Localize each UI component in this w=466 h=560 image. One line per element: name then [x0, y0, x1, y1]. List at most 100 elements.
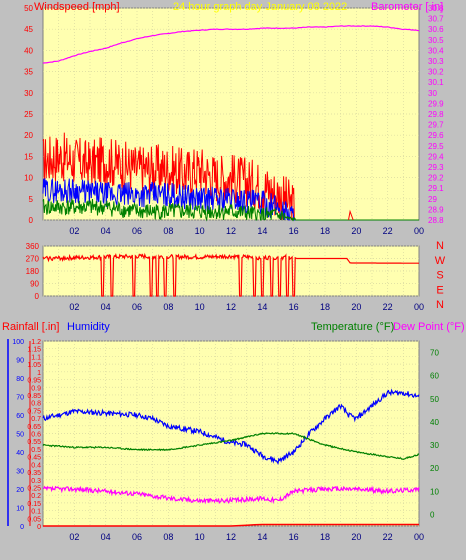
barometer-line: [42, 25, 419, 64]
p3-x-tick-08: 08: [163, 532, 173, 542]
p2-x-tick-04: 04: [101, 302, 111, 312]
barometer-tick-29.9: 29.9: [428, 99, 444, 108]
windspeed-tick-35: 35: [24, 68, 33, 77]
p2-x-tick-06: 06: [132, 302, 142, 312]
barometer-tick-30.1: 30.1: [428, 78, 444, 87]
temperature-tick-50: 50: [430, 395, 439, 404]
humidity-tick-100: 100: [12, 339, 24, 346]
windspeed-tick-15: 15: [24, 152, 33, 161]
humidity-tick-60: 60: [16, 413, 24, 420]
rainfall-tick-0.1: 0.1: [31, 509, 41, 516]
humidity-tick-10: 10: [16, 506, 24, 513]
windspeed-tick-30: 30: [24, 89, 33, 98]
rainfall-tick-1.15: 1.15: [27, 347, 41, 354]
dewpoint-axis-label: Dew Point (°F): [393, 321, 465, 333]
humidity-tick-90: 90: [16, 358, 24, 365]
compass-e-label: E: [436, 284, 443, 296]
humidity-tick-70: 70: [16, 395, 24, 402]
p3-x-tick-12: 12: [226, 532, 236, 542]
temperature-line: [42, 432, 420, 461]
rainfall-tick-1.2: 1.2: [31, 339, 41, 346]
p3-x-tick-00: 00: [414, 532, 424, 542]
humidity-tick-20: 20: [16, 487, 24, 494]
p2-x-tick-16: 16: [289, 302, 299, 312]
barometer-tick-29.7: 29.7: [428, 121, 444, 130]
rainfall-line: [43, 523, 419, 527]
direction-tick-270: 270: [26, 255, 40, 264]
rainfall-tick-0.35: 0.35: [27, 470, 41, 477]
p1-x-tick-10: 10: [195, 226, 205, 236]
p1-x-tick-00: 00: [414, 226, 424, 236]
p2-x-tick-00: 00: [414, 302, 424, 312]
rainfall-tick-0.75: 0.75: [27, 408, 41, 415]
p3-x-tick-22: 22: [383, 532, 393, 542]
p2-x-tick-14: 14: [257, 302, 267, 312]
compass-n-label: N: [436, 240, 444, 252]
rainfall-tick-0.2: 0.2: [31, 493, 41, 500]
rainfall-tick-0: 0: [37, 524, 41, 531]
p3-x-tick-06: 06: [132, 532, 142, 542]
temperature-tick-40: 40: [430, 418, 439, 427]
compass-s-label: S: [436, 270, 443, 282]
barometer-tick-28.9: 28.9: [428, 205, 444, 214]
rainfall-tick-0.55: 0.55: [27, 439, 41, 446]
rainfall-tick-0.25: 0.25: [27, 485, 41, 492]
rainfall-tick-0.95: 0.95: [27, 378, 41, 385]
p2-x-tick-02: 02: [69, 302, 79, 312]
p2-x-tick-12: 12: [226, 302, 236, 312]
rainfall-tick-0.15: 0.15: [27, 501, 41, 508]
rainfall-tick-0.8: 0.8: [31, 401, 41, 408]
windspeed-tick-50: 50: [24, 4, 33, 13]
temperature-tick-70: 70: [430, 349, 439, 358]
wind-gust-blip: [348, 209, 354, 221]
direction-tick-180: 180: [26, 267, 40, 276]
rainfall-tick-0.05: 0.05: [27, 516, 41, 523]
humidity-tick-40: 40: [16, 450, 24, 457]
p1-x-tick-14: 14: [257, 226, 267, 236]
p3-x-tick-18: 18: [320, 532, 330, 542]
barometer-tick-30.2: 30.2: [428, 68, 444, 77]
temperature-tick-0: 0: [430, 510, 435, 519]
windspeed-tick-10: 10: [24, 174, 33, 183]
rainfall-tick-1.05: 1.05: [27, 362, 41, 369]
barometer-tick-29.3: 29.3: [428, 163, 444, 172]
wind-barometer-panel: 0 5 10 15 20 25 30 35 40 45 50 28.8 28.929 29.129.2 2…: [24, 1, 444, 236]
windspeed-tick-25: 25: [24, 110, 33, 119]
rainfall-tick-0.65: 0.65: [27, 424, 41, 431]
barometer-tick-29: 29: [428, 195, 437, 204]
rainfall-tick-0.85: 0.85: [27, 393, 41, 400]
temperature-tick-60: 60: [430, 372, 439, 381]
barometer-tick-29.5: 29.5: [428, 142, 444, 151]
barometer-tick-30.7: 30.7: [428, 15, 444, 24]
windspeed-tick-0: 0: [29, 216, 34, 225]
barometer-tick-29.2: 29.2: [428, 174, 444, 183]
humidity-tick-80: 80: [16, 376, 24, 383]
windspeed-tick-45: 45: [24, 25, 33, 34]
p1-x-tick-22: 22: [383, 226, 393, 236]
p2-x-tick-18: 18: [320, 302, 330, 312]
direction-tick-90: 90: [30, 280, 39, 289]
humidity-tick-30: 30: [16, 469, 24, 476]
humidity-temperature-panel: 010203040506070809010000.050.10.150.20.2…: [2, 321, 465, 542]
barometer-tick-30: 30: [428, 89, 437, 98]
rainfall-tick-1.1: 1.1: [31, 354, 41, 361]
windspeed-tick-40: 40: [24, 46, 33, 55]
p3-x-tick-10: 10: [195, 532, 205, 542]
barometer-tick-30.4: 30.4: [428, 46, 444, 55]
p2-x-tick-22: 22: [383, 302, 393, 312]
graph-title: 24 hour graph day January 08 2022: [173, 1, 347, 13]
rainfall-tick-0.45: 0.45: [27, 455, 41, 462]
compass-n-label: N: [436, 299, 444, 311]
p3-x-tick-16: 16: [289, 532, 299, 542]
direction-tick-360: 360: [26, 242, 40, 251]
barometer-tick-28.8: 28.8: [428, 216, 444, 225]
compass-w-label: W: [435, 255, 446, 267]
humidity-axis-label: Humidity: [67, 321, 110, 333]
barometer-tick-30.8: 30.8: [428, 4, 444, 13]
p2-x-tick-20: 20: [351, 302, 361, 312]
barometer-axis-label: Barometer [ in]: [371, 1, 443, 13]
p3-x-tick-14: 14: [257, 532, 267, 542]
p3-x-tick-04: 04: [101, 532, 111, 542]
